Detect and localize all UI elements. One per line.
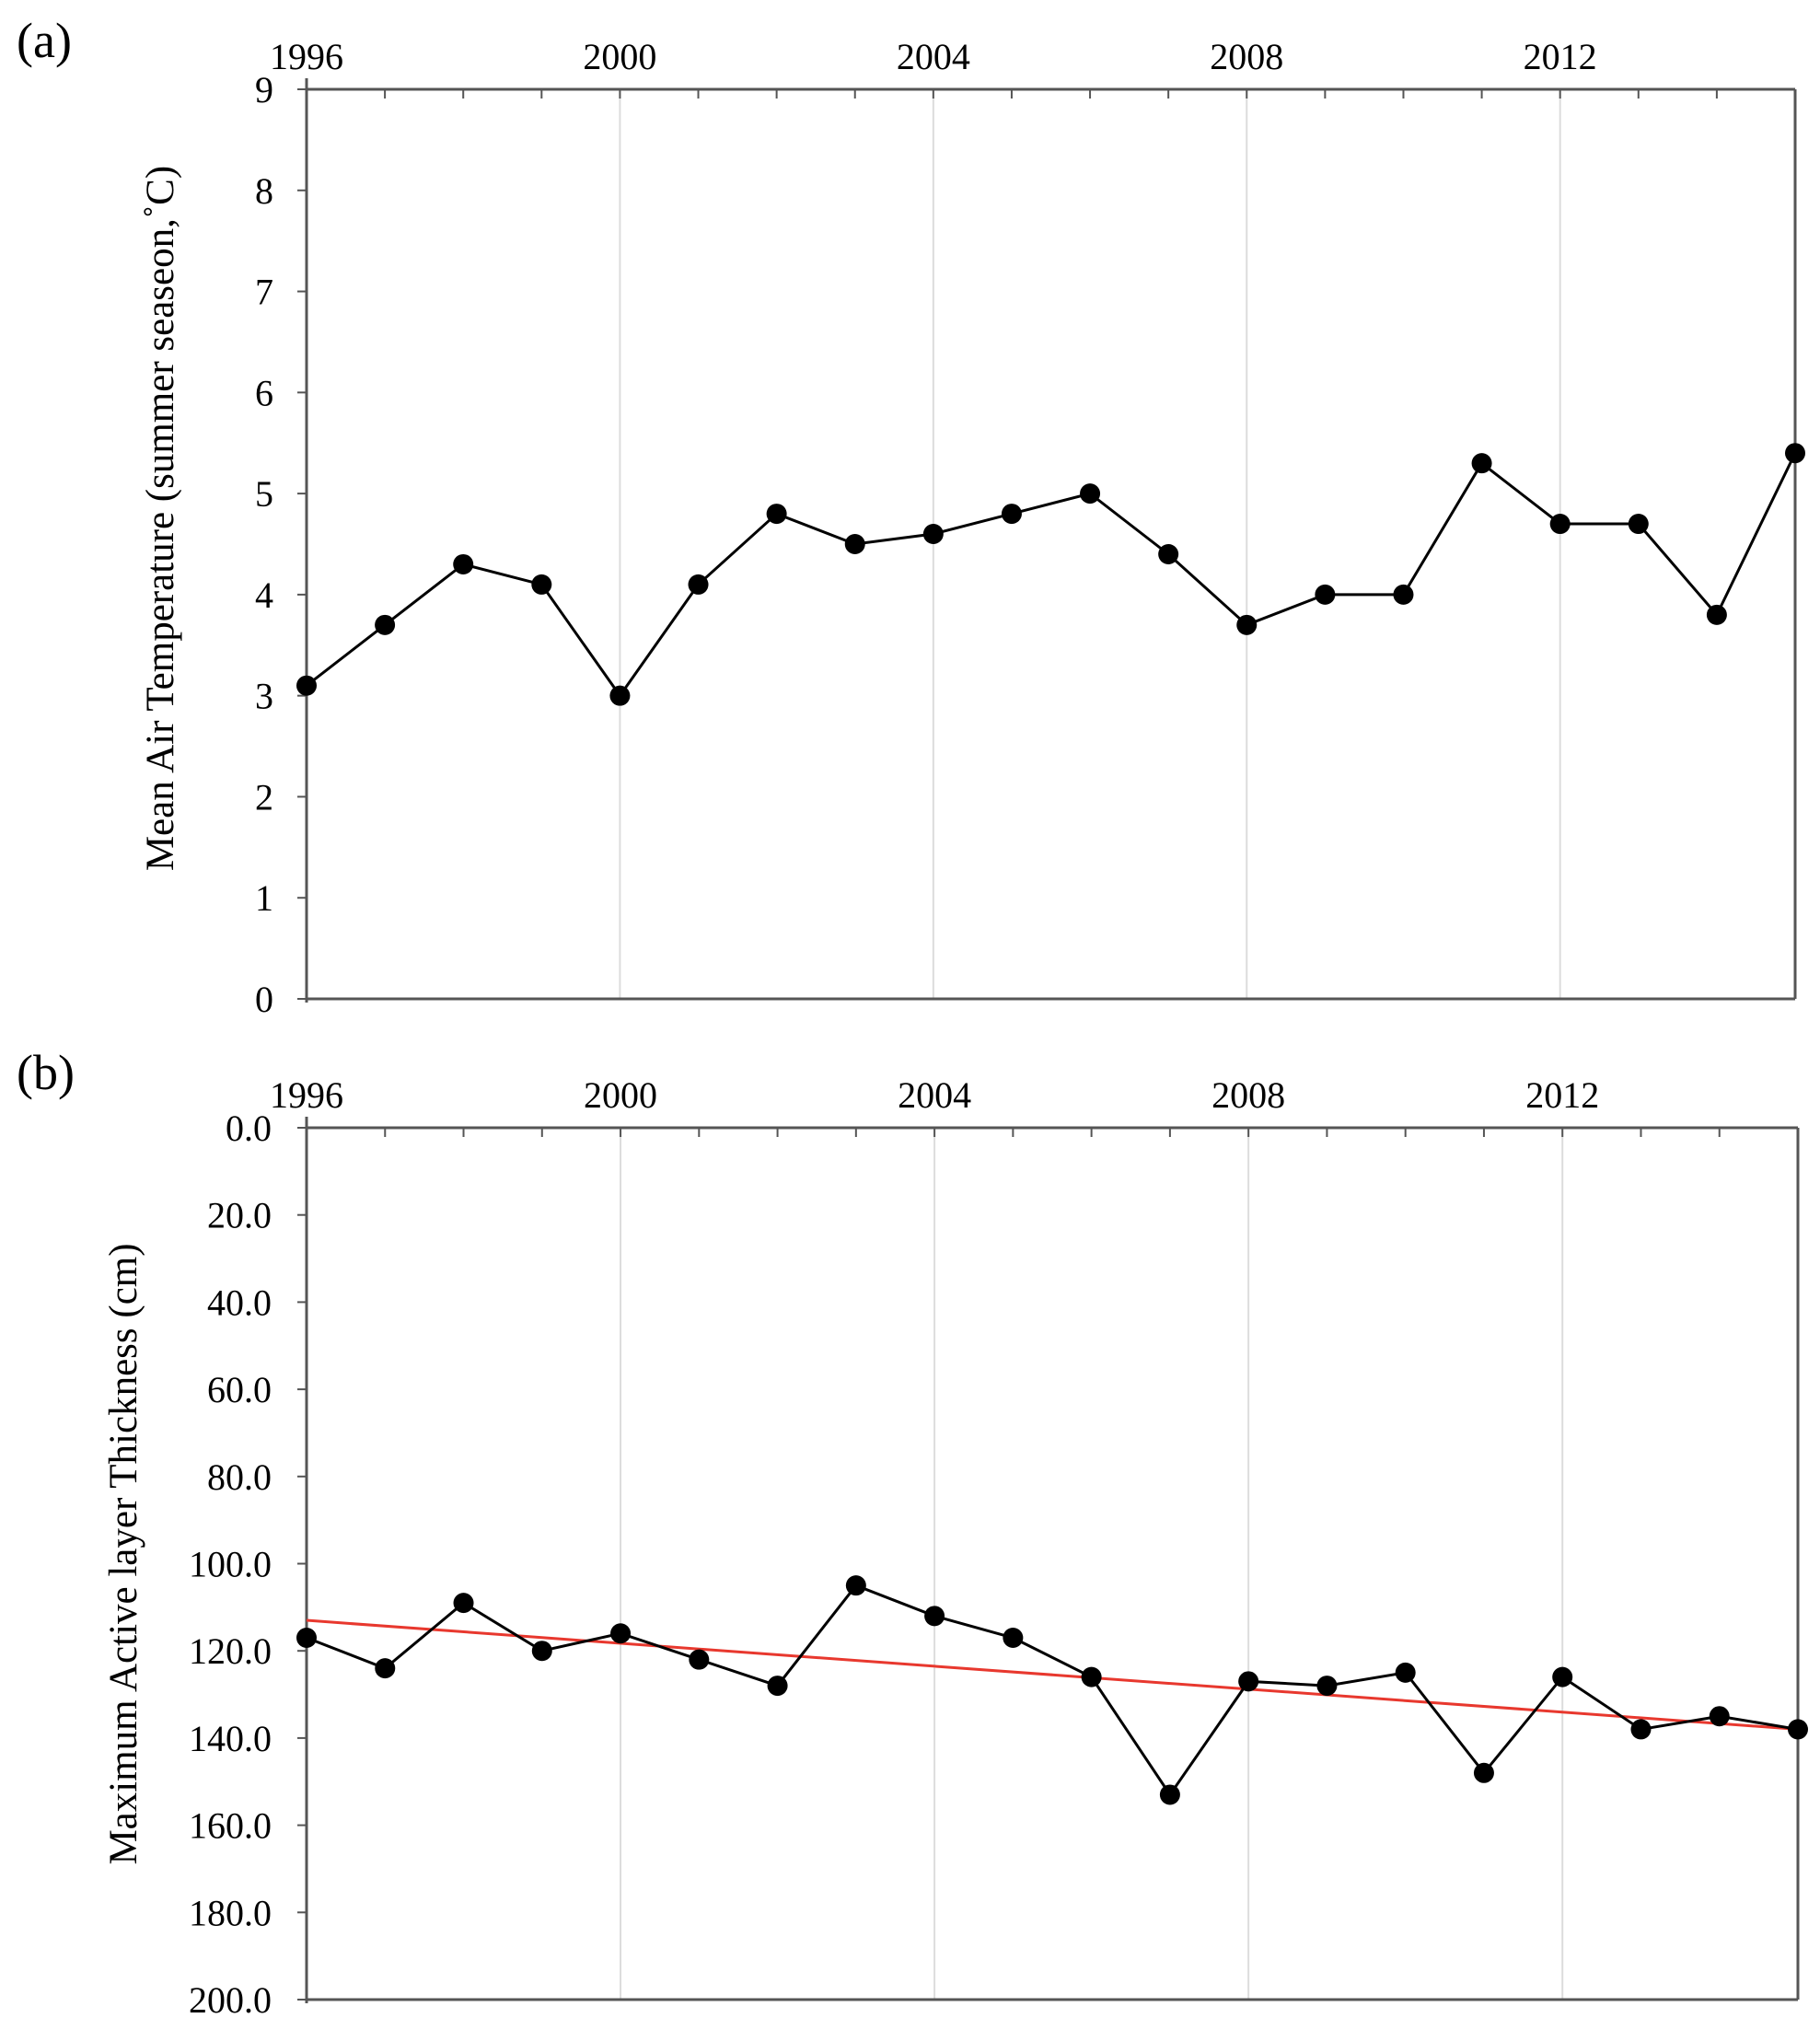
x-tick-label-2012: 2012 <box>1524 36 1597 77</box>
y-tick-label-20.0: 20.0 <box>207 1195 272 1236</box>
data-point-2012 <box>1552 1666 1573 1687</box>
y-tick-label-120.0: 120.0 <box>189 1630 272 1672</box>
panel-b-active-layer-thickness: (b) Maximum Active layer Thickness (cm) … <box>17 1045 1808 2018</box>
y-tick-label-100.0: 100.0 <box>189 1544 272 1585</box>
data-point-2005 <box>1001 504 1022 525</box>
data-point-1999 <box>531 574 552 595</box>
data-point-2010 <box>1395 1662 1416 1683</box>
y-tick-label-160.0: 160.0 <box>189 1805 272 1847</box>
y-tick-label-180.0: 180.0 <box>189 1892 272 1933</box>
y-tick-label-200.0: 200.0 <box>189 1979 272 2018</box>
data-point-2001 <box>689 1649 710 1670</box>
data-point-2013 <box>1628 514 1649 535</box>
data-point-2002 <box>766 504 787 525</box>
x-tick-label-2008: 2008 <box>1210 36 1283 77</box>
data-point-2010 <box>1393 584 1414 605</box>
y-tick-label-5: 5 <box>255 473 273 515</box>
panel-a-y-axis-title: Mean Air Temperature (summer seaseon,˚C) <box>139 166 182 871</box>
x-tick-label-1996: 1996 <box>270 1074 343 1116</box>
data-point-2007 <box>1159 1784 1180 1805</box>
data-point-2004 <box>922 524 944 545</box>
data-point-2007 <box>1158 543 1179 564</box>
y-tick-label-9: 9 <box>255 69 273 110</box>
y-tick-label-0.0: 0.0 <box>226 1108 272 1149</box>
y-tick-label-40.0: 40.0 <box>207 1282 272 1323</box>
y-tick-label-7: 7 <box>255 272 273 313</box>
y-tick-label-1: 1 <box>255 877 273 919</box>
y-tick-label-2: 2 <box>255 776 273 818</box>
data-point-2015 <box>1785 443 1805 464</box>
data-point-2004 <box>924 1606 945 1627</box>
x-tick-label-1996: 1996 <box>270 36 343 77</box>
x-tick-label-2000: 2000 <box>584 1074 657 1116</box>
data-point-2002 <box>767 1676 788 1697</box>
x-tick-label-2004: 2004 <box>898 1074 971 1116</box>
y-tick-label-3: 3 <box>255 676 273 717</box>
data-point-2011 <box>1473 1762 1494 1783</box>
series-line <box>306 1583 1799 1798</box>
series-line <box>306 452 1797 699</box>
data-point-2003 <box>844 534 865 554</box>
panel-a-air-temperature: (a) Mean Air Temperature (summer seaseon… <box>17 13 1805 1020</box>
data-point-1997 <box>375 1658 396 1679</box>
y-tick-label-8: 8 <box>255 170 273 212</box>
data-point-2012 <box>1549 514 1571 535</box>
y-tick-label-4: 4 <box>255 574 273 616</box>
panel-b-label: (b) <box>17 1045 75 1100</box>
data-point-2014 <box>1706 604 1727 625</box>
data-point-1999 <box>531 1641 552 1662</box>
data-point-1997 <box>375 614 396 635</box>
data-point-2005 <box>1003 1627 1024 1648</box>
x-tick-label-2012: 2012 <box>1525 1074 1599 1116</box>
data-point-2003 <box>845 1575 866 1596</box>
data-point-2009 <box>1316 1676 1338 1697</box>
y-tick-label-60.0: 60.0 <box>207 1369 272 1410</box>
data-point-2001 <box>688 574 709 595</box>
data-point-2008 <box>1236 614 1258 635</box>
y-tick-label-80.0: 80.0 <box>207 1456 272 1498</box>
data-point-2000 <box>609 685 631 706</box>
x-tick-label-2008: 2008 <box>1211 1074 1285 1116</box>
data-point-2008 <box>1238 1671 1259 1692</box>
data-point-2006 <box>1080 483 1101 504</box>
data-point-2013 <box>1630 1719 1652 1740</box>
y-tick-label-0: 0 <box>255 979 273 1020</box>
y-tick-label-6: 6 <box>255 372 273 413</box>
data-point-2006 <box>1081 1666 1102 1687</box>
data-point-2011 <box>1471 453 1492 474</box>
data-point-1998 <box>453 1593 474 1614</box>
y-tick-label-140.0: 140.0 <box>189 1718 272 1759</box>
data-point-2009 <box>1315 584 1336 605</box>
x-tick-label-2000: 2000 <box>583 36 656 77</box>
data-point-1996 <box>296 1627 317 1648</box>
panel-a-label: (a) <box>17 13 72 68</box>
data-point-1996 <box>296 675 317 696</box>
trend-line <box>306 1618 1799 1731</box>
x-tick-label-2004: 2004 <box>897 36 970 77</box>
panel-b-y-axis-title: Maximum Active layer Thickness (cm) <box>102 1243 145 1864</box>
data-point-1998 <box>453 553 474 574</box>
data-point-2000 <box>610 1623 632 1644</box>
data-point-2015 <box>1788 1719 1808 1740</box>
data-point-2014 <box>1709 1706 1730 1727</box>
